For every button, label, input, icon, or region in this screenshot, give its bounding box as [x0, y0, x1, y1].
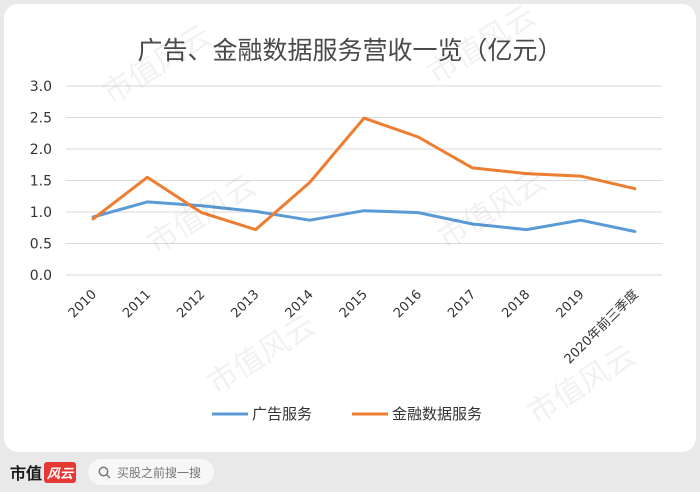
y-tick-label: 2.5 — [30, 111, 52, 127]
y-tick-label: 0.0 — [30, 268, 52, 284]
x-tick-label: 2011 — [120, 287, 154, 321]
y-tick-label: 3.0 — [30, 79, 52, 95]
series-line-1 — [91, 116, 637, 232]
y-tick-label: 0.5 — [30, 237, 52, 253]
line-chart: 广告、金融数据服务营收一览（亿元） 0.00.51.01.52.02.53.0 … — [30, 36, 662, 423]
search-icon — [98, 466, 111, 479]
x-tick-label: 2016 — [391, 287, 425, 321]
x-tick-label: 2018 — [499, 287, 533, 321]
x-tick-label: 2014 — [283, 287, 317, 321]
legend-label: 广告服务 — [252, 405, 312, 423]
search-placeholder: 买股之前搜一搜 — [117, 465, 202, 480]
brand-text: 市值 — [10, 464, 43, 483]
chart-title: 广告、金融数据服务营收一览（亿元） — [137, 36, 562, 65]
y-tick-label: 1.5 — [30, 174, 52, 190]
brand-logo[interactable]: 市值 风云 — [10, 460, 77, 484]
series-line-0 — [91, 200, 637, 233]
brand-mark: 风云 — [44, 461, 77, 483]
x-tick-label: 2019 — [554, 287, 588, 321]
y-tick-label: 1.0 — [30, 205, 52, 221]
y-tick-label: 2.0 — [30, 142, 52, 158]
search-input[interactable]: 买股之前搜一搜 — [88, 459, 215, 485]
legend-label: 金融数据服务 — [392, 405, 482, 423]
x-tick-label: 2010 — [66, 287, 100, 321]
x-tick-label: 2017 — [445, 287, 479, 321]
footer-bar: 市值 风云 买股之前搜一搜 — [0, 452, 700, 492]
chart-card: 广告、金融数据服务营收一览（亿元） 0.0 0.5 1.0 1.5 2.0 2.5 3.0 … — [4, 4, 696, 452]
x-tick-label: 2015 — [337, 287, 371, 321]
x-tick-label: 2013 — [228, 287, 262, 321]
x-tick-label: 2012 — [174, 287, 208, 321]
